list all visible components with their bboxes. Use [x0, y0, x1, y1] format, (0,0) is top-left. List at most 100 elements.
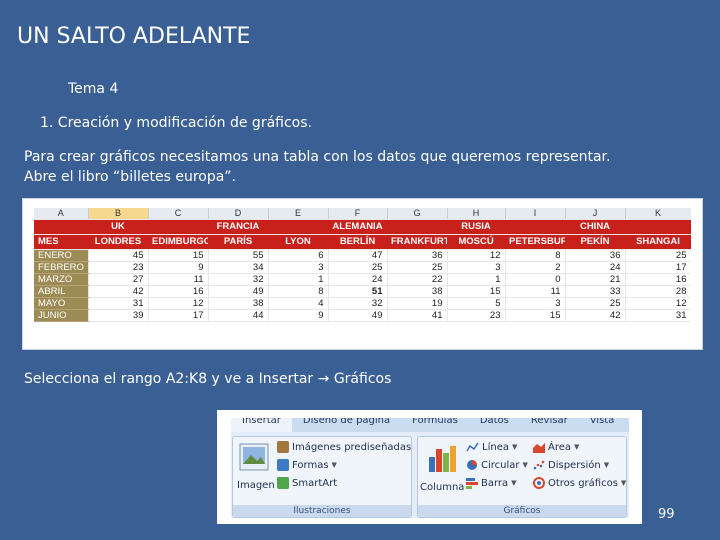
column-header[interactable]: A	[34, 208, 89, 220]
value-cell[interactable]: 9	[268, 309, 329, 322]
value-cell[interactable]: 15	[505, 309, 566, 322]
column-header[interactable]: C	[148, 208, 209, 220]
tab-insertar[interactable]: Insertar	[231, 418, 292, 432]
value-cell[interactable]: 17	[148, 309, 209, 322]
value-cell[interactable]: 3	[505, 297, 566, 310]
value-cell[interactable]: 6	[268, 249, 329, 262]
month-cell[interactable]: MAYO	[34, 297, 89, 310]
tab-revisar[interactable]: Revisar	[530, 418, 568, 426]
value-cell[interactable]: 31	[625, 309, 691, 322]
value-cell[interactable]: 25	[625, 249, 691, 262]
shapes-button[interactable]: Formas ▼	[277, 459, 337, 471]
column-header[interactable]: H	[447, 208, 506, 220]
value-cell[interactable]: 24	[328, 273, 388, 286]
value-cell[interactable]: 19	[387, 297, 448, 310]
value-cell[interactable]: 39	[88, 309, 149, 322]
tab-diseno-de-pagina[interactable]: Diseño de página	[302, 418, 391, 426]
value-cell[interactable]: 41	[387, 309, 448, 322]
picture-button[interactable]: Imagen	[237, 441, 275, 503]
pie-chart-button[interactable]: Circular ▼	[466, 459, 528, 471]
value-cell[interactable]: 45	[88, 249, 149, 262]
value-cell[interactable]: 1	[268, 273, 329, 286]
column-chart-button[interactable]: Columna	[420, 441, 464, 503]
month-cell[interactable]: ABRIL	[34, 285, 89, 298]
column-header[interactable]: I	[505, 208, 566, 220]
value-cell[interactable]: 25	[328, 261, 388, 274]
value-cell[interactable]: 51	[328, 285, 388, 298]
country-cell[interactable]: RUSIA	[447, 219, 505, 235]
bar-chart-button[interactable]: Barra ▼	[466, 477, 517, 489]
value-cell[interactable]: 3	[447, 261, 506, 274]
line-chart-button[interactable]: Línea ▼	[466, 441, 517, 453]
value-cell[interactable]: 34	[208, 261, 269, 274]
country-cell[interactable]: CHINA	[565, 219, 625, 235]
value-cell[interactable]: 4	[268, 297, 329, 310]
country-cell[interactable]	[625, 219, 691, 235]
value-cell[interactable]: 42	[565, 309, 626, 322]
value-cell[interactable]: 55	[208, 249, 269, 262]
value-cell[interactable]: 9	[148, 261, 209, 274]
city-cell[interactable]: BERLÍN	[328, 234, 387, 250]
value-cell[interactable]: 44	[208, 309, 269, 322]
city-cell[interactable]: SHANGAI	[625, 234, 691, 250]
city-cell[interactable]: PARÍS	[208, 234, 268, 250]
value-cell[interactable]: 24	[565, 261, 626, 274]
area-chart-button[interactable]: Área ▼	[533, 441, 579, 453]
value-cell[interactable]: 25	[565, 297, 626, 310]
value-cell[interactable]: 11	[148, 273, 209, 286]
city-cell[interactable]: MES	[34, 234, 88, 250]
country-cell[interactable]	[505, 219, 565, 235]
month-cell[interactable]: MARZO	[34, 273, 89, 286]
column-header[interactable]: B	[88, 208, 149, 220]
city-cell[interactable]: FRANKFURT	[387, 234, 447, 250]
value-cell[interactable]: 1	[447, 273, 506, 286]
value-cell[interactable]: 32	[328, 297, 388, 310]
value-cell[interactable]: 38	[387, 285, 448, 298]
tab-formulas[interactable]: Fórmulas	[412, 418, 458, 426]
country-cell[interactable]	[148, 219, 208, 235]
city-cell[interactable]: LONDRES	[88, 234, 148, 250]
value-cell[interactable]: 33	[565, 285, 626, 298]
month-cell[interactable]: ENERO	[34, 249, 89, 262]
country-cell[interactable]	[268, 219, 328, 235]
value-cell[interactable]: 3	[268, 261, 329, 274]
value-cell[interactable]: 15	[148, 249, 209, 262]
city-cell[interactable]: EDIMBURGO	[148, 234, 208, 250]
value-cell[interactable]: 27	[88, 273, 149, 286]
value-cell[interactable]: 8	[505, 249, 566, 262]
value-cell[interactable]: 49	[208, 285, 269, 298]
value-cell[interactable]: 5	[447, 297, 506, 310]
value-cell[interactable]: 28	[625, 285, 691, 298]
value-cell[interactable]: 0	[505, 273, 566, 286]
value-cell[interactable]: 16	[625, 273, 691, 286]
value-cell[interactable]: 36	[565, 249, 626, 262]
value-cell[interactable]: 23	[447, 309, 506, 322]
column-header[interactable]: E	[268, 208, 329, 220]
value-cell[interactable]: 25	[387, 261, 448, 274]
country-cell[interactable]: UK	[88, 219, 148, 235]
value-cell[interactable]: 31	[88, 297, 149, 310]
value-cell[interactable]: 22	[387, 273, 448, 286]
country-cell[interactable]: ALEMANIA	[328, 219, 387, 235]
value-cell[interactable]: 15	[447, 285, 506, 298]
country-cell[interactable]	[34, 219, 88, 235]
city-cell[interactable]: LYON	[268, 234, 328, 250]
column-header[interactable]: F	[328, 208, 388, 220]
clipart-button[interactable]: Imágenes prediseñadas	[277, 441, 411, 453]
value-cell[interactable]: 2	[505, 261, 566, 274]
city-cell[interactable]: PETERSBURG	[505, 234, 565, 250]
tab-vista[interactable]: Vista	[589, 418, 615, 426]
month-cell[interactable]: FEBRERO	[34, 261, 89, 274]
value-cell[interactable]: 38	[208, 297, 269, 310]
country-cell[interactable]: FRANCIA	[208, 219, 268, 235]
value-cell[interactable]: 36	[387, 249, 448, 262]
value-cell[interactable]: 32	[208, 273, 269, 286]
value-cell[interactable]: 42	[88, 285, 149, 298]
value-cell[interactable]: 23	[88, 261, 149, 274]
month-cell[interactable]: JUNIO	[34, 309, 89, 322]
column-header[interactable]: J	[565, 208, 626, 220]
value-cell[interactable]: 21	[565, 273, 626, 286]
value-cell[interactable]: 12	[148, 297, 209, 310]
tab-datos[interactable]: Datos	[479, 418, 509, 426]
value-cell[interactable]: 11	[505, 285, 566, 298]
